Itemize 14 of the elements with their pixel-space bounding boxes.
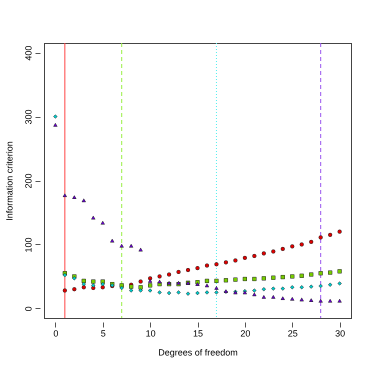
- y-tick-label: 200: [24, 173, 34, 189]
- x-tick-label: 10: [146, 328, 156, 338]
- y-tick-label: 400: [24, 46, 34, 61]
- x-tick-label: 25: [288, 328, 298, 338]
- y-tick-label: 300: [24, 110, 34, 125]
- x-tick-label: 15: [192, 328, 204, 338]
- x-tick-label: 30: [335, 328, 346, 338]
- y-tick-label: 100: [24, 237, 34, 252]
- x-tick-label: 0: [53, 328, 58, 338]
- x-axis-title: Degrees of freedom: [158, 348, 238, 358]
- x-tick-label: 5: [100, 328, 106, 338]
- y-tick-label: 0: [24, 306, 34, 312]
- x-tick-label: 20: [240, 328, 250, 338]
- y-axis-title: Information criterion: [4, 141, 14, 221]
